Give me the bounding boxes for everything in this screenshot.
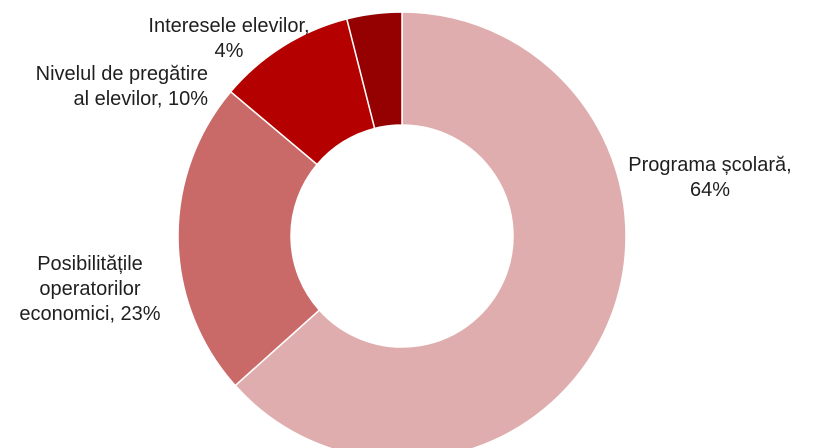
data-label-line: economici, 23%: [19, 303, 160, 325]
data-labels: Programa școlară, 64% Posibilitățile operat…: [19, 15, 791, 325]
data-label-1: Programa școlară, 64%: [628, 154, 791, 201]
donut-slice-1: [234, 11, 627, 448]
data-label-line: 64%: [690, 179, 730, 201]
data-label-line: Interesele elevilor,: [148, 15, 309, 37]
donut-slices: [177, 11, 627, 448]
donut-slice-4: [345, 11, 403, 130]
data-label-line: 4%: [215, 40, 244, 62]
data-label-line: Posibilitățile: [37, 253, 143, 275]
data-label-line: operatorilor: [39, 278, 141, 300]
data-label-line: Nivelul de pregătire: [36, 63, 208, 85]
data-label-line: al elevilor, 10%: [73, 88, 208, 110]
donut-slice-2: [177, 90, 321, 387]
data-label-4: Interesele elevilor, 4%: [148, 15, 309, 62]
data-label-2: Posibilitățile operatorilor economici, 23%: [19, 253, 160, 325]
data-label-3: Nivelul de pregătire al elevilor, 10%: [36, 63, 209, 110]
data-label-line: Programa școlară,: [628, 154, 791, 176]
